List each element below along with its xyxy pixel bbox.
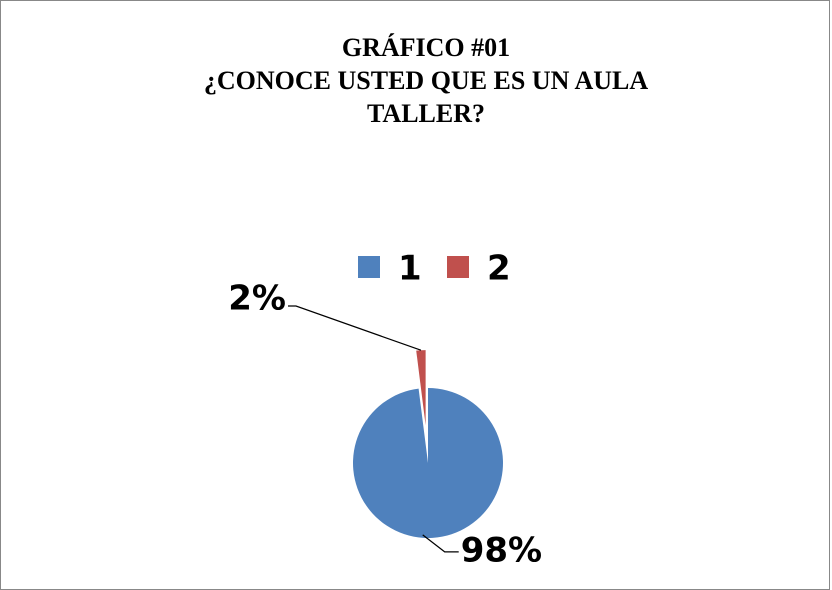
pie-slice xyxy=(352,388,503,539)
legend-swatch xyxy=(447,256,469,278)
data-label: 98% xyxy=(461,530,542,570)
legend-swatch xyxy=(358,256,380,278)
chart-title: GRÁFICO #01 xyxy=(341,33,511,62)
leader-line xyxy=(422,534,459,553)
data-label: 2% xyxy=(228,279,286,319)
leader-line xyxy=(288,305,422,351)
chart-subtitle: ¿CONOCE USTED QUE ES UN AULA TALLER? xyxy=(203,66,649,128)
legend-label: 2 xyxy=(487,249,511,289)
pie-slice xyxy=(416,350,426,426)
legend-label: 1 xyxy=(398,249,422,289)
titles: GRÁFICO #01 ¿CONOCE USTED QUE ES UN AULA… xyxy=(131,31,721,130)
